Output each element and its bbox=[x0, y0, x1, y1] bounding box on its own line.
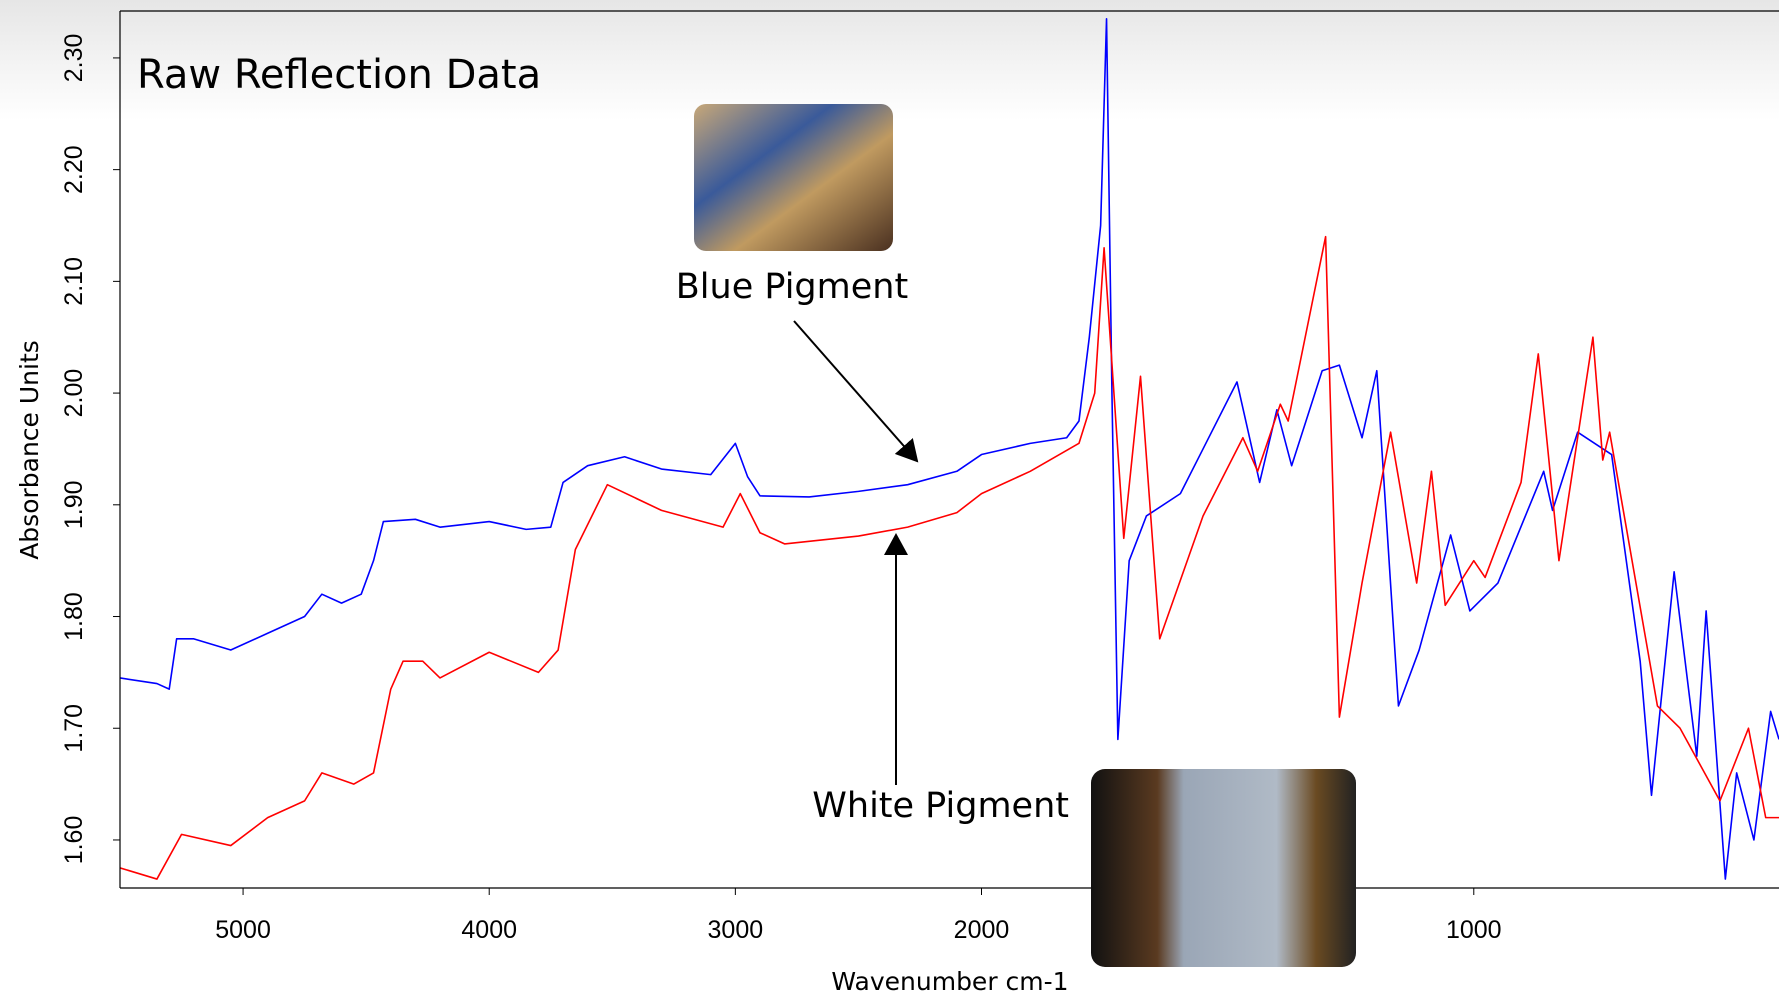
x-tick-label: 4000 bbox=[461, 916, 517, 944]
chart-title: Raw Reflection Data bbox=[137, 52, 541, 98]
y-tick-label: 2.30 bbox=[60, 34, 88, 83]
y-tick-label: 1.90 bbox=[60, 480, 88, 529]
y-tick-label: 1.60 bbox=[60, 816, 88, 865]
annotation: Blue Pigment bbox=[676, 267, 908, 307]
y-tick-label: 2.00 bbox=[60, 369, 88, 418]
y-axis-title: Absorbance Units bbox=[15, 340, 44, 560]
x-tick-label: 2000 bbox=[954, 916, 1010, 944]
spectrum-line bbox=[120, 235, 1779, 880]
plot-area bbox=[120, 18, 1779, 880]
white-pigment-photo bbox=[1091, 769, 1356, 967]
spectrum-line bbox=[120, 18, 1779, 880]
y-tick-label: 1.80 bbox=[60, 592, 88, 641]
annotation-arrow bbox=[793, 320, 919, 463]
y-tick-label: 1.70 bbox=[60, 704, 88, 753]
x-tick-label: 5000 bbox=[215, 916, 271, 944]
x-axis-title: Wavenumber cm-1 bbox=[831, 967, 1068, 996]
annotation: White Pigment bbox=[812, 786, 1069, 826]
ticks: 1.60 1.70 1.80 1.90 2.00 2.10 2.20 2.30 5000 4000… bbox=[60, 34, 1502, 944]
x-tick-label: 3000 bbox=[708, 916, 764, 944]
y-tick-label: 2.10 bbox=[60, 257, 88, 306]
x-tick-label: 1000 bbox=[1446, 916, 1502, 944]
blue-pigment-photo bbox=[694, 104, 893, 251]
y-tick-label: 2.20 bbox=[60, 145, 88, 194]
